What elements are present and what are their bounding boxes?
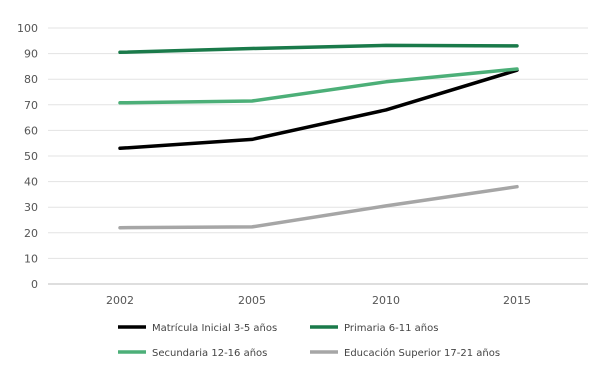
series-line-3: [118, 67, 519, 105]
x-tick-label: 2015: [503, 294, 531, 307]
y-tick-label: 10: [24, 252, 38, 265]
y-tick-label: 50: [24, 150, 38, 163]
legend-label-1: Matrícula Inicial 3-5 años: [152, 322, 277, 334]
axes: 0 10 20 30 40 50 60 70 80 90 100 2002 2005 2010 2015: [17, 22, 531, 307]
series-line-1: [118, 68, 519, 151]
series-lines: [118, 43, 519, 230]
y-tick-label: 40: [24, 176, 38, 189]
legend: Matrícula Inicial 3-5 años Primaria 6-11 …: [118, 322, 500, 359]
y-tick-label: 60: [24, 124, 38, 137]
y-tick-label: 20: [24, 227, 38, 240]
y-tick-label: 70: [24, 99, 38, 112]
x-tick-label: 2005: [238, 294, 266, 307]
legend-label-4: Educación Superior 17-21 años: [344, 347, 500, 359]
y-tick-label: 100: [17, 22, 38, 35]
x-tick-label: 2002: [106, 294, 134, 307]
legend-label-2: Primaria 6-11 años: [344, 323, 438, 334]
legend-label-3: Secundaria 12-16 años: [152, 348, 267, 359]
x-tick-label: 2010: [372, 294, 400, 307]
y-tick-label: 0: [31, 278, 38, 291]
series-line-2: [118, 43, 519, 55]
y-tick-label: 30: [24, 201, 38, 214]
gridlines: [48, 27, 588, 285]
y-tick-label: 90: [24, 48, 38, 61]
series-line-4: [118, 184, 519, 230]
y-tick-label: 80: [24, 73, 38, 86]
